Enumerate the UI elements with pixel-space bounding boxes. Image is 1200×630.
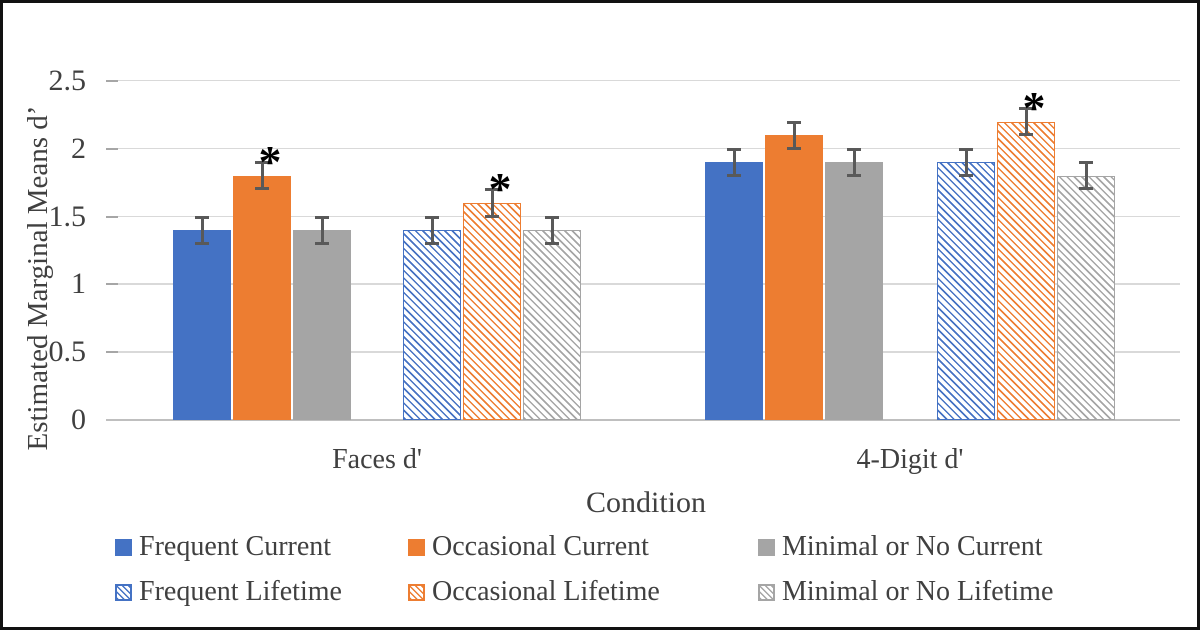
error-bar-frequent-lifetime-4-digit-d	[964, 148, 968, 176]
y-tick-label: 1	[71, 267, 86, 301]
plot-area: * * *	[106, 47, 1180, 421]
legend-swatch-hatched-icon	[758, 583, 775, 601]
bar-minimal-or-no-current-faces-d	[293, 230, 351, 420]
bar-frequent-current-faces-d	[173, 230, 231, 420]
significance-asterisk-occasional-lifetime-4-digit-d: *	[1022, 82, 1046, 134]
significance-asterisk-occasional-lifetime-faces-d: *	[488, 163, 512, 215]
error-bar-occasional-current-faces-d	[260, 162, 264, 190]
y-tick-label: 2.5	[48, 63, 87, 97]
error-bar-cap-top	[315, 215, 329, 219]
error-bar-cap-top	[847, 147, 861, 151]
legend-swatch-solid-icon	[115, 538, 132, 556]
legend-item-minimal-or-no-lifetime: Minimal or No Lifetime	[758, 571, 1053, 613]
error-bar-cap-top	[485, 188, 499, 192]
error-bar-cap-bottom	[1019, 133, 1033, 137]
y-axis-tick	[106, 79, 118, 82]
bar-frequent-current-4-digit-d	[705, 162, 763, 420]
y-axis-tick	[106, 215, 118, 218]
legend-item-frequent-lifetime: Frequent Lifetime	[115, 571, 342, 613]
legend-swatch-solid-icon	[758, 538, 775, 556]
error-bar-cap-top	[195, 215, 209, 219]
x-category-label-faces-d: Faces d'	[332, 444, 422, 475]
legend-item-occasional-current: Occasional Current	[408, 526, 649, 568]
bar-frequent-lifetime-faces-d	[403, 230, 461, 420]
y-tick-label: 1.5	[48, 199, 87, 233]
error-bar-cap-top	[545, 215, 559, 219]
bar-minimal-or-no-lifetime-4-digit-d	[1057, 175, 1115, 420]
error-bar-cap-bottom	[727, 173, 741, 177]
error-bar-cap-top	[1079, 161, 1093, 165]
error-bar-cap-bottom	[959, 173, 973, 177]
gridline	[112, 351, 1180, 353]
error-bar-cap-bottom	[545, 241, 559, 245]
legend-swatch-hatched-icon	[408, 583, 425, 601]
error-bar-cap-bottom	[787, 146, 801, 150]
error-bar-cap-bottom	[255, 187, 269, 191]
gridline	[112, 147, 1180, 150]
gridline	[112, 79, 1180, 82]
legend-label: Occasional Lifetime	[432, 576, 660, 607]
bar-occasional-lifetime-faces-d	[463, 202, 521, 420]
gridline	[112, 283, 1180, 285]
error-bar-cap-bottom	[195, 241, 209, 245]
y-tick-label: 0	[71, 403, 86, 436]
error-bar-cap-top	[959, 147, 973, 151]
error-bar-cap-bottom	[485, 214, 499, 218]
error-bar-occasional-lifetime-faces-d	[490, 189, 494, 217]
legend-label: Frequent Lifetime	[139, 576, 342, 607]
error-bar-cap-top	[787, 120, 801, 124]
error-bar-occasional-current-4-digit-d	[792, 121, 796, 149]
significance-asterisk-occasional-current-faces-d: *	[258, 136, 282, 188]
error-bar-cap-top	[255, 161, 269, 165]
error-bar-minimal-or-no-current-4-digit-d	[852, 148, 856, 176]
error-bar-cap-bottom	[847, 173, 861, 177]
bar-occasional-lifetime-4-digit-d	[997, 121, 1055, 420]
error-bar-minimal-or-no-lifetime-faces-d	[550, 216, 554, 244]
y-axis-tick	[106, 351, 118, 354]
error-bar-cap-top	[1019, 107, 1033, 111]
bar-occasional-current-faces-d	[233, 175, 291, 420]
gridline	[112, 215, 1180, 218]
error-bar-cap-top	[727, 147, 741, 151]
error-bar-cap-bottom	[315, 241, 329, 245]
x-axis-title: Condition	[585, 486, 706, 519]
x-axis-line	[106, 419, 1180, 421]
legend-swatch-hatched-icon	[115, 583, 132, 601]
legend-label: Frequent Current	[139, 531, 332, 562]
error-bar-frequent-lifetime-faces-d	[430, 216, 434, 244]
bar-frequent-lifetime-4-digit-d	[937, 162, 995, 420]
y-tick-label: 0.5	[48, 335, 87, 369]
y-tick-label: 2	[71, 131, 86, 165]
error-bar-cap-bottom	[1079, 187, 1093, 191]
legend-item-frequent-current: Frequent Current	[115, 526, 331, 568]
bar-occasional-current-4-digit-d	[765, 135, 823, 420]
error-bar-minimal-or-no-current-faces-d	[320, 216, 324, 244]
legend-label: Minimal or No Current	[782, 531, 1043, 562]
error-bar-frequent-current-4-digit-d	[732, 148, 736, 176]
error-bar-cap-bottom	[425, 241, 439, 245]
legend-item-minimal-or-no-current: Minimal or No Current	[758, 526, 1043, 568]
legend: Frequent Current Occasional Current Minima…	[3, 3, 1197, 627]
bar-minimal-or-no-lifetime-faces-d	[523, 230, 581, 420]
y-axis-tick	[106, 283, 118, 286]
legend-item-occasional-lifetime: Occasional Lifetime	[408, 571, 660, 613]
error-bar-minimal-or-no-lifetime-4-digit-d	[1084, 162, 1088, 190]
bar-minimal-or-no-current-4-digit-d	[825, 162, 883, 420]
error-bar-frequent-current-faces-d	[200, 216, 204, 244]
y-axis-tick	[106, 147, 118, 150]
legend-label: Occasional Current	[432, 531, 649, 562]
legend-label: Minimal or No Lifetime	[782, 576, 1054, 607]
error-bar-cap-top	[425, 215, 439, 219]
x-category-label-4-digit-d: 4-Digit d'	[856, 444, 964, 475]
legend-swatch-solid-icon	[408, 538, 425, 556]
error-bar-occasional-lifetime-4-digit-d	[1024, 108, 1028, 136]
